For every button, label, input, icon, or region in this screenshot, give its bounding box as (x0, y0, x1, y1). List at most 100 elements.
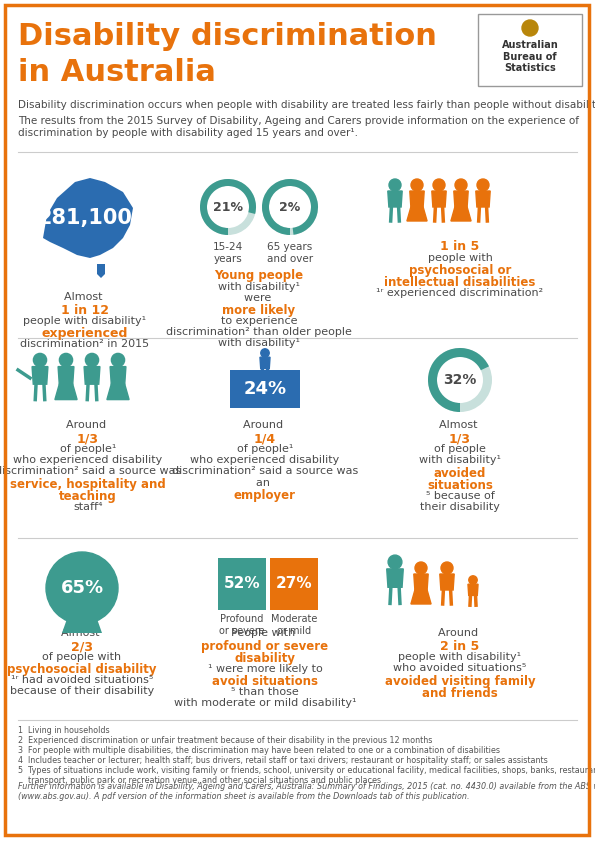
Text: Around: Around (438, 628, 482, 638)
Text: people with: people with (428, 253, 493, 263)
Text: 1 in 12: 1 in 12 (61, 304, 109, 317)
Text: psychosocial or: psychosocial or (409, 264, 511, 277)
Text: 65%: 65% (61, 579, 104, 597)
Text: who experienced disability: who experienced disability (190, 455, 340, 465)
Text: who avoided situations⁵: who avoided situations⁵ (393, 663, 527, 673)
Polygon shape (97, 264, 105, 278)
Text: 52%: 52% (224, 576, 261, 591)
Text: Disability discrimination: Disability discrimination (18, 22, 437, 51)
Polygon shape (451, 207, 471, 221)
Text: 27%: 27% (275, 576, 312, 591)
Polygon shape (110, 367, 126, 384)
Circle shape (389, 179, 401, 191)
Circle shape (433, 179, 445, 191)
Text: with disability¹: with disability¹ (419, 455, 501, 465)
Text: avoided visiting family: avoided visiting family (385, 675, 536, 688)
Circle shape (477, 179, 489, 191)
Circle shape (46, 552, 118, 624)
Text: disability: disability (234, 652, 296, 665)
Text: ⁵ because of: ⁵ because of (425, 491, 494, 501)
Polygon shape (387, 569, 403, 587)
Polygon shape (454, 191, 468, 207)
Wedge shape (200, 179, 256, 235)
Text: ¹ were more likely to: ¹ were more likely to (208, 664, 322, 674)
Text: Almost: Almost (64, 292, 106, 302)
Circle shape (441, 562, 453, 574)
Polygon shape (476, 191, 490, 207)
Text: were: were (243, 293, 274, 303)
Polygon shape (55, 384, 77, 399)
FancyBboxPatch shape (218, 558, 266, 610)
Wedge shape (262, 179, 318, 235)
Text: staff⁴: staff⁴ (73, 502, 103, 512)
Circle shape (60, 353, 73, 367)
Polygon shape (388, 191, 402, 207)
Text: of people: of people (434, 444, 486, 454)
Text: 21%: 21% (213, 200, 243, 214)
Text: avoid situations: avoid situations (212, 675, 318, 688)
Circle shape (86, 353, 99, 367)
Text: with disability¹: with disability¹ (218, 282, 300, 292)
Text: because of their disability: because of their disability (10, 686, 154, 696)
Text: people with disability¹: people with disability¹ (399, 652, 522, 662)
Text: 1/3: 1/3 (449, 432, 471, 445)
Text: discrimination² in 2015: discrimination² in 2015 (20, 339, 149, 349)
Text: teaching: teaching (59, 490, 117, 503)
Wedge shape (200, 179, 256, 235)
Text: with disability¹: with disability¹ (218, 338, 300, 348)
Text: Young people: Young people (214, 269, 303, 282)
Polygon shape (32, 367, 48, 384)
Text: 2%: 2% (280, 200, 300, 214)
Text: more likely: more likely (223, 304, 296, 317)
Polygon shape (414, 574, 428, 590)
Text: discrimination² said a source was: discrimination² said a source was (0, 466, 181, 476)
Text: discrimination² said a source was: discrimination² said a source was (172, 466, 358, 476)
Text: 24%: 24% (243, 380, 287, 398)
Text: People with: People with (231, 628, 299, 638)
Text: avoided: avoided (434, 467, 486, 480)
Polygon shape (468, 584, 478, 595)
Text: their disability: their disability (420, 502, 500, 512)
Polygon shape (58, 367, 74, 384)
Text: an: an (256, 478, 274, 488)
Text: with moderate or mild disability¹: with moderate or mild disability¹ (174, 698, 356, 708)
Wedge shape (262, 179, 318, 235)
Text: ⁵ than those: ⁵ than those (231, 687, 299, 697)
Text: Almost: Almost (61, 628, 103, 638)
Circle shape (411, 179, 423, 191)
Text: 5  Types of situations include work, visiting family or friends, school, univers: 5 Types of situations include work, visi… (18, 766, 595, 785)
Circle shape (415, 562, 427, 574)
Polygon shape (84, 367, 100, 384)
Text: of people¹: of people¹ (60, 444, 116, 454)
Circle shape (111, 353, 124, 367)
Text: Around: Around (243, 420, 287, 430)
Text: experienced: experienced (42, 327, 128, 340)
Circle shape (455, 179, 467, 191)
Polygon shape (440, 574, 454, 590)
Text: 1 in 5: 1 in 5 (440, 240, 480, 253)
Circle shape (522, 20, 538, 36)
Text: Moderate
or mild: Moderate or mild (271, 614, 317, 636)
Text: employer: employer (234, 489, 296, 502)
Text: 1/4: 1/4 (254, 432, 276, 445)
Text: of people with: of people with (42, 652, 121, 662)
Circle shape (469, 576, 477, 584)
Text: 4  Includes teacher or lecturer; health staff; bus drivers, retail staff or taxi: 4 Includes teacher or lecturer; health s… (18, 756, 548, 765)
Circle shape (261, 349, 269, 357)
Polygon shape (107, 384, 129, 399)
Text: Almost: Almost (439, 420, 481, 430)
Text: The results from the 2015 Survey of Disability, Ageing and Carers provide inform: The results from the 2015 Survey of Disa… (18, 116, 579, 138)
Text: situations: situations (427, 479, 493, 492)
Text: 15-24
years: 15-24 years (213, 242, 243, 263)
Text: and friends: and friends (422, 687, 498, 700)
FancyBboxPatch shape (270, 558, 318, 610)
Text: Disability discrimination occurs when people with disability are treated less fa: Disability discrimination occurs when pe… (18, 100, 595, 110)
Text: Further information is available in Disability, Ageing and Carers, Australia: Su: Further information is available in Disa… (18, 782, 595, 801)
Text: intellectual disabilities: intellectual disabilities (384, 276, 536, 289)
Text: Australian
Bureau of
Statistics: Australian Bureau of Statistics (502, 40, 558, 73)
Text: 281,100: 281,100 (37, 208, 133, 228)
Text: in Australia: in Australia (18, 58, 216, 87)
Text: 1/3: 1/3 (77, 432, 99, 445)
Wedge shape (428, 348, 489, 412)
Text: Around: Around (66, 420, 110, 430)
